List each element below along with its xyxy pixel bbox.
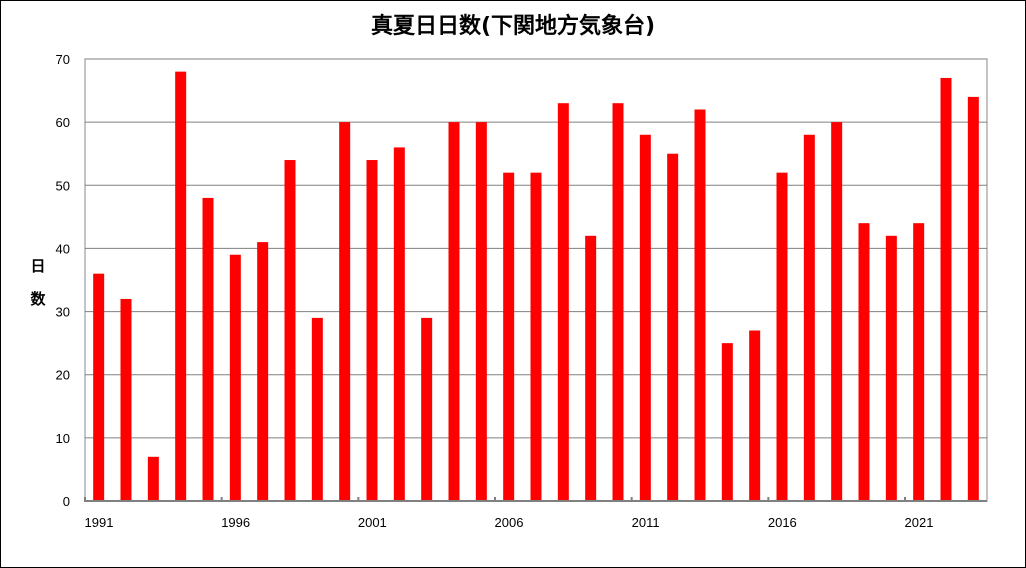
bar-2000 <box>339 122 351 502</box>
bar-1991 <box>93 273 105 501</box>
bar-2001 <box>366 160 378 501</box>
x-tick-label: 2016 <box>768 515 797 530</box>
bar-1997 <box>257 242 269 501</box>
chart-title: 真夏日日数(下関地方気象台) <box>370 14 656 39</box>
bar-1993 <box>147 456 159 501</box>
bar-2012 <box>667 153 679 501</box>
x-tick-label: 1996 <box>221 515 250 530</box>
bar-1998 <box>284 160 296 501</box>
bar-2015 <box>749 330 761 501</box>
bar-2018 <box>831 122 843 502</box>
bar-2023 <box>967 96 979 501</box>
bar-2019 <box>858 223 870 501</box>
bar-2009 <box>585 235 597 502</box>
y-axis-label: 日 数 <box>30 257 46 308</box>
bar-2017 <box>803 134 815 501</box>
x-tick-label: 2001 <box>358 515 387 530</box>
bar-2002 <box>393 147 405 501</box>
bar-2014 <box>721 343 733 501</box>
bar-1999 <box>311 317 323 501</box>
bar-2007 <box>530 172 542 501</box>
bar-2013 <box>694 109 706 501</box>
bar-2022 <box>940 77 952 501</box>
y-tick-label: 70 <box>56 52 70 67</box>
bar-2003 <box>421 317 433 501</box>
bar-1994 <box>175 71 187 501</box>
bar-1992 <box>120 298 132 501</box>
bar-2010 <box>612 103 624 501</box>
y-tick-label: 50 <box>56 178 70 193</box>
bar-2016 <box>776 172 788 501</box>
x-tick-label: 2006 <box>495 515 524 530</box>
y-tick-label: 30 <box>56 305 70 320</box>
x-tick-label: 2021 <box>905 515 934 530</box>
y-tick-label: 60 <box>56 115 70 130</box>
bar-2005 <box>475 122 487 502</box>
bar-1996 <box>229 254 241 501</box>
bar-2020 <box>885 235 897 502</box>
bar-1995 <box>202 197 214 501</box>
y-tick-label: 20 <box>56 368 70 383</box>
bar-2004 <box>448 122 460 502</box>
x-tick-label: 1991 <box>85 515 114 530</box>
bar-2008 <box>557 103 569 501</box>
x-tick-label: 2011 <box>632 515 660 530</box>
y-tick-label: 10 <box>56 431 70 446</box>
y-tick-label: 0 <box>63 494 70 509</box>
y-tick-label: 40 <box>56 241 70 256</box>
bar-2021 <box>913 223 925 501</box>
bar-2011 <box>639 134 651 501</box>
bar-2006 <box>503 172 515 501</box>
